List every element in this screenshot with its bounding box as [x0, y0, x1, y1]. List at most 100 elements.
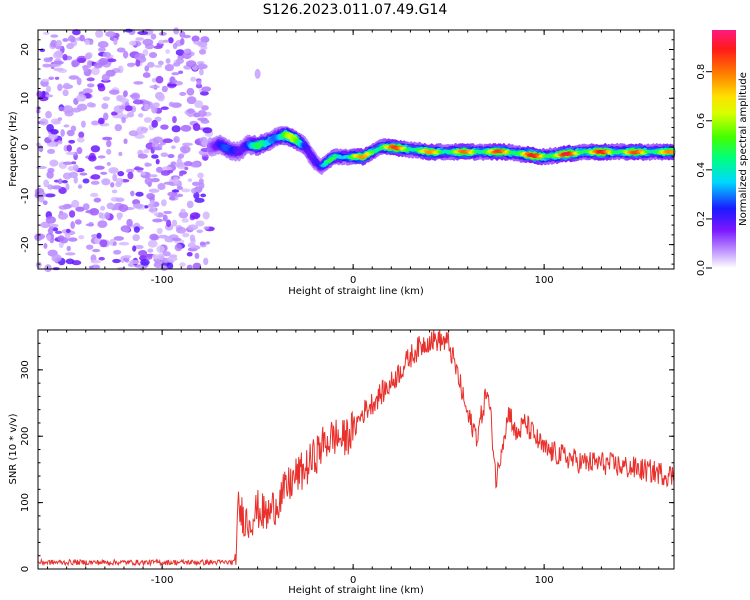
- noise-blob: [52, 227, 59, 232]
- y-tick-label: 200: [20, 427, 31, 446]
- figure-title: S126.2023.011.07.49.G14: [263, 2, 448, 18]
- noise-blob: [133, 226, 140, 233]
- noise-blob: [153, 212, 159, 217]
- noise-blob: [191, 35, 200, 43]
- noise-blob: [112, 258, 121, 264]
- noise-blob: [139, 265, 146, 271]
- noise-blob: [123, 90, 128, 98]
- noise-blob: [199, 91, 209, 96]
- noise-blob: [90, 180, 100, 185]
- noise-blob: [102, 96, 111, 101]
- noise-blob: [50, 185, 62, 190]
- noise-blob: [187, 178, 193, 182]
- colorbar: 0.0 0.2 0.4 0.6 0.8 Normalized spectral ampl…: [696, 30, 749, 276]
- noise-blob: [138, 250, 148, 257]
- noise-blob: [167, 191, 178, 197]
- noise-blob: [167, 154, 175, 159]
- noise-blob: [193, 191, 200, 200]
- noise-blob: [67, 237, 78, 242]
- noise-blob: [180, 37, 185, 46]
- noise-blob: [39, 118, 49, 126]
- noise-blob: [162, 214, 168, 222]
- noise-blob: [57, 117, 63, 121]
- noise-blob: [178, 70, 184, 74]
- noise-blob: [46, 171, 54, 179]
- noise-blob: [172, 42, 178, 50]
- spectrogram-xlabel: Height of straight line (km): [288, 286, 424, 297]
- noise-blob: [35, 261, 42, 269]
- noise-blob: [47, 167, 55, 173]
- colorbar-tick-label: 0.6: [696, 113, 707, 129]
- noise-blob: [137, 30, 149, 35]
- noise-blob: [75, 206, 85, 212]
- noise-blob: [158, 31, 167, 36]
- noise-blob: [172, 115, 177, 124]
- noise-blob: [85, 223, 94, 227]
- noise-blob: [71, 107, 82, 113]
- noise-blob: [196, 229, 204, 234]
- noise-blob: [149, 233, 159, 241]
- noise-blob: [154, 64, 163, 68]
- noise-blob: [76, 147, 83, 155]
- noise-blob: [164, 64, 174, 72]
- noise-blob: [100, 171, 108, 175]
- noise-blob: [70, 125, 77, 132]
- noise-blob: [132, 99, 144, 105]
- noise-blob: [205, 241, 211, 245]
- noise-blob: [62, 89, 69, 97]
- noise-blob: [70, 221, 75, 230]
- noise-blob: [62, 161, 74, 165]
- noise-blob: [48, 76, 55, 81]
- noise-blob: [144, 177, 153, 186]
- noise-blob: [104, 211, 111, 220]
- noise-blob: [136, 126, 147, 134]
- noise-blob: [192, 262, 202, 270]
- noise-blob: [101, 73, 110, 82]
- noise-blob: [60, 129, 65, 137]
- noise-blob: [98, 256, 105, 261]
- noise-blob: [97, 117, 105, 125]
- noise-blob: [48, 133, 58, 140]
- noise-blob: [144, 162, 152, 167]
- noise-blob: [76, 77, 82, 86]
- noise-blob: [157, 60, 164, 66]
- noise-blob: [133, 167, 144, 171]
- noise-blob: [42, 63, 51, 68]
- noise-blob: [47, 148, 56, 154]
- noise-blob: [116, 94, 122, 102]
- noise-blob: [57, 212, 69, 220]
- noise-blob: [152, 218, 164, 223]
- noise-blob: [74, 219, 82, 225]
- noise-blob: [86, 102, 95, 108]
- noise-blob: [62, 38, 69, 42]
- noise-blob: [130, 190, 135, 197]
- noise-blob: [77, 184, 83, 189]
- noise-blob: [171, 145, 176, 150]
- noise-blob: [166, 256, 178, 262]
- noise-blob: [200, 119, 210, 124]
- noise-blob: [162, 39, 169, 43]
- noise-blob: [97, 41, 109, 48]
- noise-blob: [194, 252, 200, 260]
- noise-blob: [90, 259, 101, 264]
- noise-blob: [194, 100, 204, 109]
- noise-blob: [185, 60, 197, 68]
- noise-blob: [151, 119, 158, 128]
- noise-blob: [43, 179, 50, 188]
- noise-blob: [66, 144, 72, 152]
- noise-blob: [182, 232, 190, 238]
- noise-blob: [96, 232, 102, 239]
- noise-blob: [82, 88, 93, 94]
- noise-blob: [76, 94, 87, 102]
- noise-blob: [97, 220, 108, 228]
- noise-blob: [167, 83, 177, 87]
- noise-blob: [95, 30, 104, 38]
- noise-blob: [164, 235, 175, 243]
- noise-blob: [44, 264, 52, 273]
- noise-blob: [118, 105, 126, 110]
- noise-blob: [58, 205, 69, 210]
- noise-blob: [71, 161, 77, 165]
- noise-blob: [161, 166, 173, 172]
- noise-blob: [126, 111, 135, 118]
